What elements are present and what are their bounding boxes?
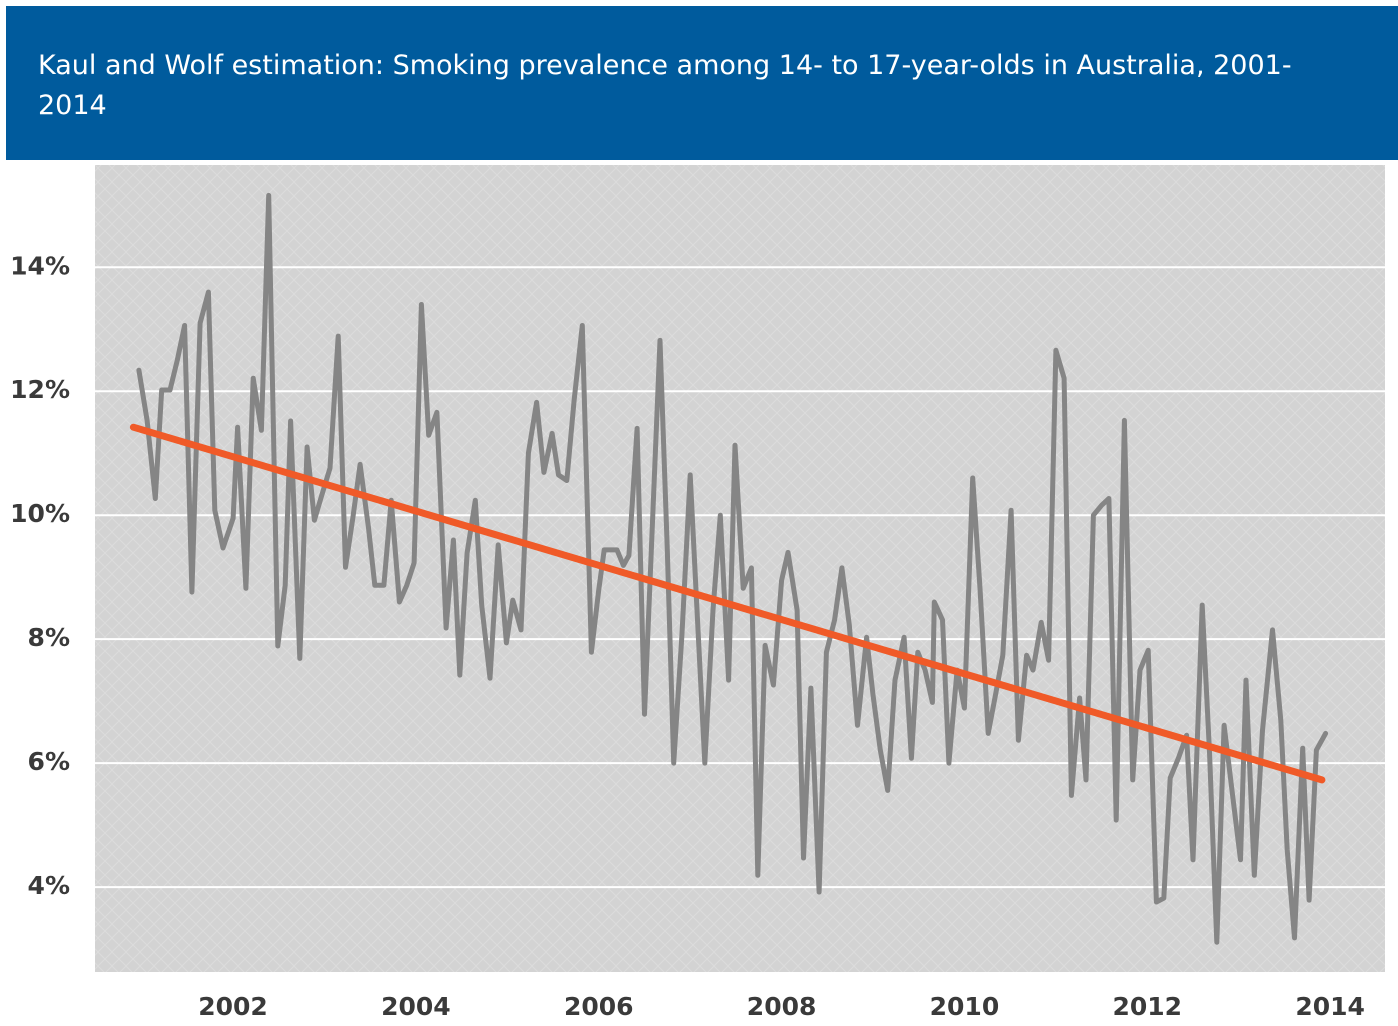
x-tick-label: 2010 xyxy=(930,992,1000,1021)
y-tick-label: 12% xyxy=(10,375,70,404)
x-tick-label: 2014 xyxy=(1295,992,1365,1021)
x-tick-label: 2004 xyxy=(381,992,451,1021)
trend-line xyxy=(129,423,1326,784)
data-line xyxy=(136,192,1329,945)
y-tick-label: 14% xyxy=(10,251,70,280)
x-tick-label: 2008 xyxy=(747,992,817,1021)
x-tick-label: 2002 xyxy=(198,992,268,1021)
y-tick-label: 8% xyxy=(28,623,70,652)
y-tick-label: 4% xyxy=(28,871,70,900)
chart-title: Kaul and Wolf estimation: Smoking preval… xyxy=(38,50,1292,121)
x-tick-label: 2006 xyxy=(564,992,634,1021)
y-tick-label: 6% xyxy=(28,747,70,776)
x-tick-label: 2012 xyxy=(1112,992,1182,1021)
y-tick-label: 10% xyxy=(10,499,70,528)
header: Kaul and Wolf estimation: Smoking preval… xyxy=(6,6,1398,160)
